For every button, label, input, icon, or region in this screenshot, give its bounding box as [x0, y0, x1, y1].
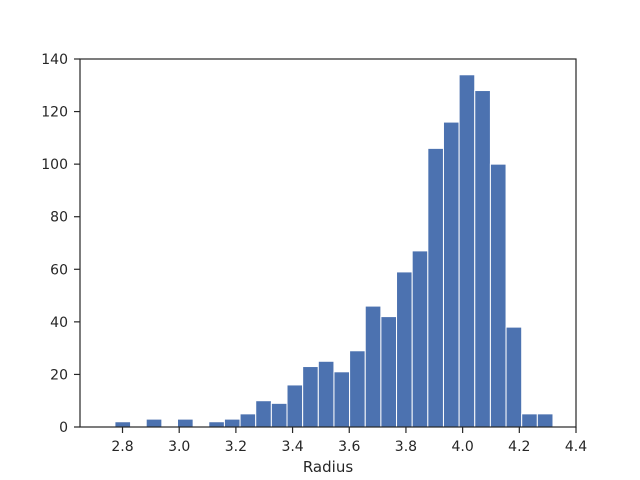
histogram-bar: [145, 418, 163, 428]
x-tick-label: 3.6: [338, 439, 360, 455]
y-tick-label: 100: [41, 157, 68, 173]
histogram-bar: [442, 121, 460, 428]
histogram-bar: [489, 163, 507, 428]
histogram-bars: [114, 74, 554, 428]
histogram-bar: [458, 74, 476, 428]
plot-frame: [79, 58, 577, 428]
y-tick-label: 60: [50, 262, 68, 278]
y-axis-ticks: 0 20 40 60 80 100 120 140: [41, 52, 80, 436]
histogram-bar: [396, 271, 413, 428]
x-tick-label: 4.0: [451, 439, 473, 455]
histogram-bar: [114, 421, 132, 428]
histogram-bar: [411, 250, 429, 428]
histogram-bar: [505, 326, 523, 428]
x-axis-label: Radius: [303, 458, 353, 476]
y-tick-label: 140: [41, 52, 68, 68]
histogram-bar: [349, 350, 366, 428]
x-tick-label: 2.8: [111, 439, 133, 455]
x-axis-ticks: 2.8 3.0 3.2 3.4 3.6 3.8 4.0 4.2 4.4: [111, 427, 587, 455]
histogram-bar: [536, 413, 554, 428]
y-tick-label: 20: [50, 367, 68, 383]
x-tick-label: 3.0: [168, 439, 190, 455]
histogram-bar: [208, 421, 225, 428]
y-tick-label: 0: [59, 420, 68, 436]
histogram-bar: [255, 400, 272, 428]
x-tick-label: 3.4: [281, 439, 303, 455]
histogram-bar: [521, 413, 538, 428]
histogram-bar: [270, 402, 288, 428]
y-tick-label: 80: [50, 210, 68, 226]
histogram-bar: [427, 147, 444, 428]
histogram-bar: [333, 371, 351, 428]
histogram-bar: [317, 360, 335, 428]
histogram-bar: [176, 418, 194, 428]
y-tick-label: 120: [41, 105, 68, 121]
x-tick-label: 3.2: [225, 439, 247, 455]
histogram-bar: [474, 90, 491, 428]
histogram-bar: [364, 305, 382, 428]
histogram-bar: [286, 384, 304, 428]
histogram-bar: [239, 413, 257, 428]
x-tick-label: 4.4: [565, 439, 587, 455]
histogram-bar: [380, 316, 398, 428]
histogram-bar: [223, 418, 241, 428]
x-tick-label: 3.8: [395, 439, 417, 455]
x-tick-label: 4.2: [508, 439, 530, 455]
y-tick-label: 40: [50, 315, 68, 331]
histogram-bar: [302, 366, 319, 428]
